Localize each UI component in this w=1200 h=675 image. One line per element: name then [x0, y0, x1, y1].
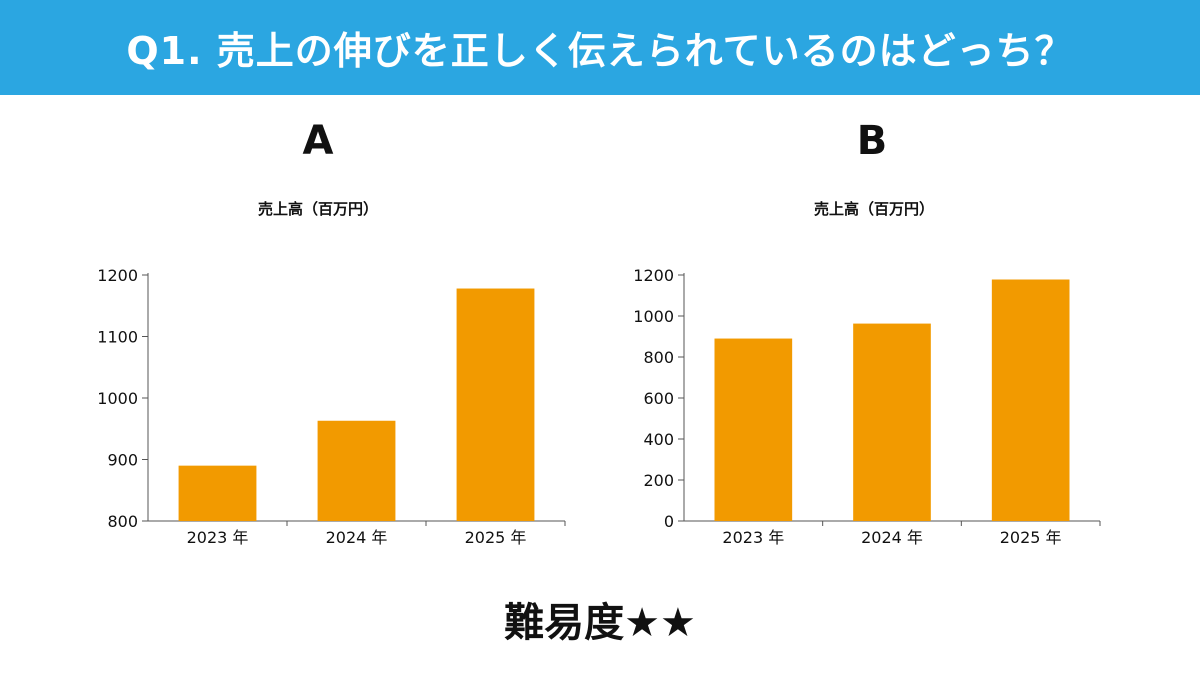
- y-tick-label-b: 0: [664, 512, 674, 531]
- difficulty-rating: 難易度★★: [504, 600, 696, 646]
- y-tick-label-b: 200: [643, 471, 674, 490]
- x-tick-label-a: 2024 年: [326, 528, 388, 547]
- x-tick-label-a: 2025 年: [465, 528, 527, 547]
- panel-label-a: A: [302, 118, 334, 164]
- x-tick-label-b: 2023 年: [722, 528, 784, 547]
- y-tick-label-b: 800: [643, 348, 674, 367]
- y-tick-label-a: 900: [107, 451, 138, 470]
- bar-a-3: [456, 288, 535, 521]
- y-tick-label-a: 1200: [97, 266, 138, 285]
- chart-b-title: 売上高（百万円）: [813, 200, 934, 218]
- x-tick-label-b: 2024 年: [861, 528, 923, 547]
- y-tick-label-a: 1000: [97, 389, 138, 408]
- bar-a-1: [178, 465, 257, 521]
- x-tick-label-a: 2023 年: [187, 528, 249, 547]
- question-text: Q1. 売上の伸びを正しく伝えられているのはどっち？: [126, 29, 1074, 73]
- bar-b-1: [714, 338, 793, 521]
- question-header: Q1. 売上の伸びを正しく伝えられているのはどっち？: [0, 0, 1200, 95]
- y-tick-label-b: 600: [643, 389, 674, 408]
- y-tick-label-a: 800: [107, 512, 138, 531]
- y-tick-label-a: 1100: [97, 328, 138, 347]
- bar-b-2: [853, 323, 931, 521]
- panel-label-b: B: [856, 118, 888, 164]
- y-tick-label-b: 1000: [633, 307, 674, 326]
- bar-b-3: [991, 279, 1070, 521]
- chart-a-title: 売上高（百万円）: [257, 200, 378, 218]
- x-tick-label-b: 2025 年: [1000, 528, 1062, 547]
- bar-a-2: [317, 420, 396, 521]
- y-tick-label-b: 400: [643, 430, 674, 449]
- y-tick-label-b: 1200: [633, 266, 674, 285]
